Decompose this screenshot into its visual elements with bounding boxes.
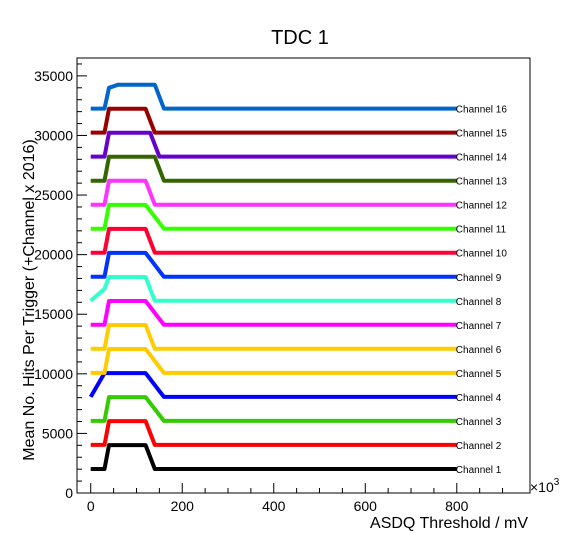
x-axis-exponent-base: ×10 <box>530 479 554 495</box>
series-label: Channel 6 <box>456 345 502 356</box>
x-axis: 0 200 400 600 800 <box>87 483 504 514</box>
y-tick-label: 25000 <box>34 187 73 203</box>
series-label: Channel 5 <box>456 369 502 380</box>
x-axis-exponent-power: 3 <box>554 477 560 488</box>
series-line <box>90 202 457 231</box>
series-label: Channel 3 <box>456 417 502 428</box>
series-label: Channel 16 <box>456 105 508 116</box>
series-line <box>90 226 457 255</box>
x-tick-label: 600 <box>354 498 378 514</box>
y-tick-label: 20000 <box>34 247 73 263</box>
series-line <box>90 178 457 207</box>
series-label: Channel 10 <box>456 249 508 260</box>
chart-title: TDC 1 <box>271 27 329 49</box>
series-label: Channel 15 <box>456 129 508 140</box>
series-lines <box>88 82 457 471</box>
y-tick-label: 5000 <box>42 425 73 441</box>
plot-frame <box>76 57 531 494</box>
y-tick-label: 30000 <box>34 127 73 143</box>
series-line <box>88 371 457 399</box>
series-line <box>90 443 457 471</box>
series-label: Channel 8 <box>456 297 502 308</box>
y-axis: 0 5000 10000 15000 20000 25000 30000 35000 <box>34 63 87 501</box>
y-tick-label: 10000 <box>34 366 73 382</box>
series-line <box>90 250 457 279</box>
series-line <box>90 299 457 327</box>
series-label: Channel 1 <box>456 465 502 476</box>
series-label: Channel 4 <box>456 393 502 404</box>
series-line <box>90 347 457 375</box>
y-tick-label: 0 <box>65 485 73 501</box>
series-label: Channel 12 <box>456 201 508 212</box>
series-line <box>90 323 457 351</box>
series-label: Channel 9 <box>456 273 502 284</box>
y-tick-label: 35000 <box>34 68 73 84</box>
series-label: Channel 7 <box>456 321 502 332</box>
series-line <box>89 275 457 303</box>
x-axis-label: ASDQ Threshold / mV <box>370 515 528 532</box>
x-tick-label: 200 <box>171 498 195 514</box>
series-label: Channel 14 <box>456 153 508 164</box>
y-axis-label: Mean No. Hits Per Trigger (+Channel x 20… <box>21 139 38 460</box>
series-line <box>90 419 457 447</box>
x-tick-label: 0 <box>87 498 95 514</box>
y-tick-label: 15000 <box>34 306 73 322</box>
series-labels: Channel 1 Channel 2 Channel 3 Channel 4 Chan… <box>456 105 508 476</box>
series-line <box>90 106 457 135</box>
plot-area: 0 200 400 600 800 0 5000 10000 15000 20000 25000 3… <box>34 57 531 514</box>
x-tick-label: 400 <box>262 498 286 514</box>
x-tick-label: 800 <box>445 498 469 514</box>
series-line <box>90 82 457 111</box>
series-label: Channel 13 <box>456 177 508 188</box>
series-label: Channel 11 <box>456 225 507 236</box>
x-axis-exponent: ×103 <box>530 477 560 495</box>
series-line <box>90 130 457 159</box>
series-line <box>90 395 457 423</box>
series-line <box>90 154 457 183</box>
series-label: Channel 2 <box>456 441 502 452</box>
